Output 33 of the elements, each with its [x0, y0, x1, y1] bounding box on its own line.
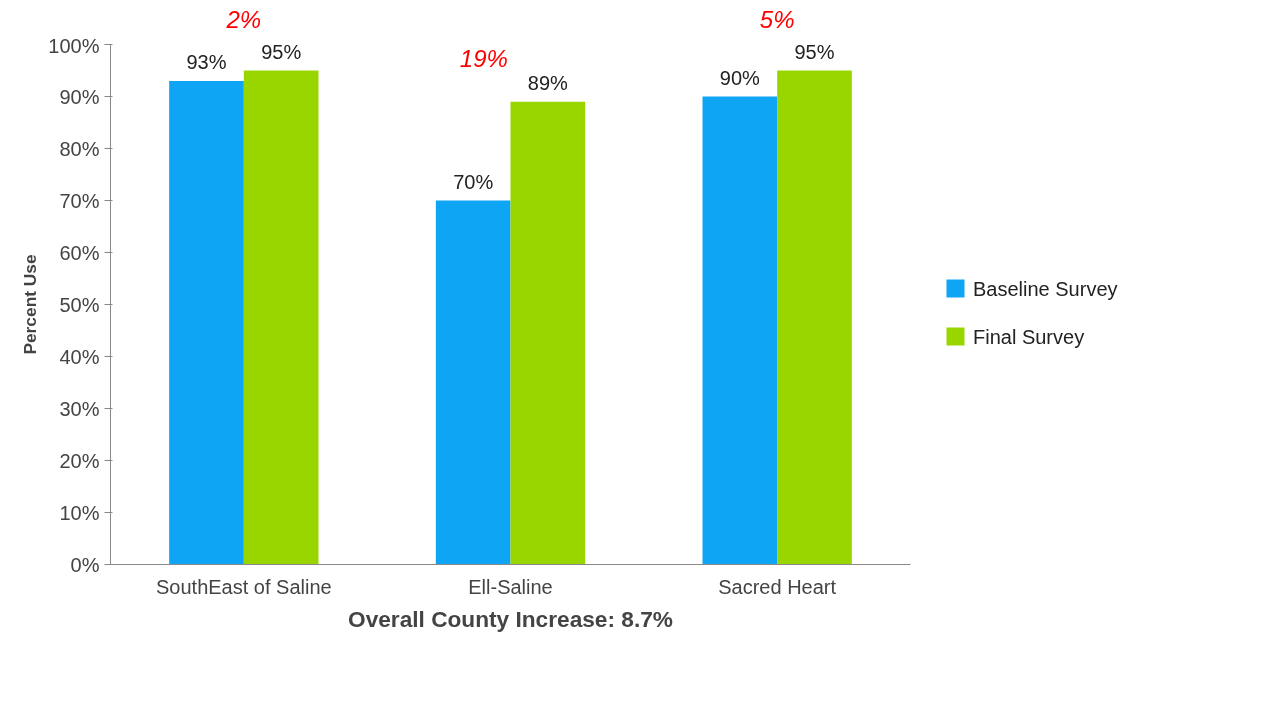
- y-axis-title: Percent Use: [20, 254, 41, 355]
- data-label: 89%: [527, 71, 569, 94]
- y-tick-label: 50%: [59, 293, 100, 316]
- annotation: 19%: [459, 44, 508, 72]
- bar: [243, 70, 319, 565]
- legend-label: Final Survey: [973, 325, 1085, 348]
- bar: [169, 80, 244, 565]
- text: 5%: [759, 5, 795, 33]
- bar: [510, 101, 586, 565]
- bar: [777, 70, 852, 565]
- data-label: 90%: [719, 66, 761, 89]
- bar: [435, 200, 511, 565]
- bar: [702, 96, 778, 565]
- y-tick-label: 30%: [59, 397, 100, 420]
- data-label: 95%: [261, 40, 302, 63]
- y-tick-label: 20%: [59, 449, 100, 472]
- y-tick-label: 100%: [48, 34, 100, 57]
- y-tick-label: 70%: [59, 189, 100, 212]
- data-label: 93%: [186, 50, 227, 73]
- y-tick-label: 40%: [59, 345, 100, 368]
- data-label: 95%: [794, 40, 835, 63]
- y-tick-label: 80%: [59, 137, 100, 160]
- y-tick-label: 90%: [59, 85, 100, 108]
- x-tick-label: Ell-Saline: [468, 575, 553, 598]
- y-tick-label: 0%: [70, 553, 100, 576]
- data-label: 70%: [453, 170, 494, 193]
- y-tick-label: 10%: [59, 501, 100, 524]
- y-tick-label: 60%: [59, 241, 100, 264]
- x-tick-label: Sacred Heart: [718, 575, 837, 598]
- x-tick-label: SouthEast of Saline: [156, 575, 332, 598]
- x-axis-title: Overall County Increase: 8.7%: [348, 605, 673, 632]
- text: 2%: [225, 5, 262, 33]
- legend-label: Baseline Survey: [973, 277, 1118, 300]
